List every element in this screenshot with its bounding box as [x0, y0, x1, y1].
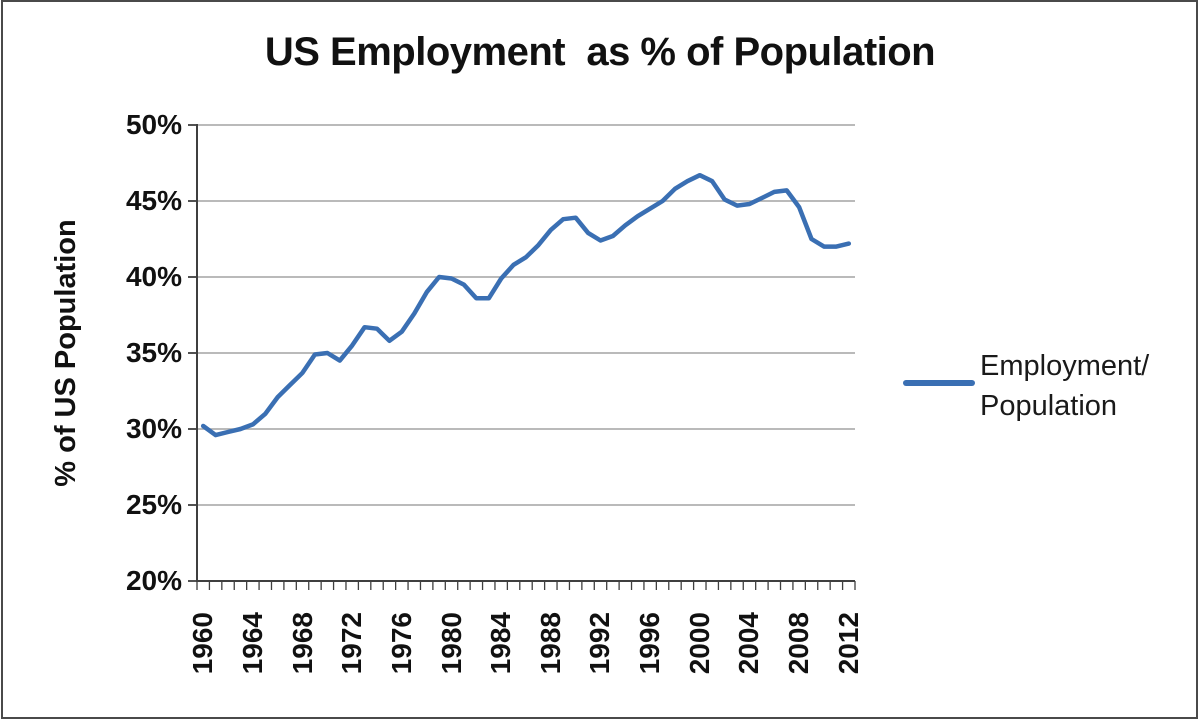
legend-label-line2: Population [980, 390, 1118, 422]
employment-population-line [200, 172, 852, 438]
x-tick-label: 1988 [534, 612, 566, 675]
y-tick-label: 35% [125, 337, 182, 368]
plot-svg [188, 124, 856, 590]
x-tick-label: 1992 [584, 612, 616, 675]
y-tick-label: 25% [125, 489, 182, 520]
x-tick-label: 1984 [485, 612, 517, 675]
plot-area [188, 124, 856, 590]
y-tick-label: 50% [125, 109, 182, 140]
x-tick-label: 2000 [683, 612, 715, 675]
legend-label: Employment/ Population [980, 346, 1149, 426]
x-tick-label: 1976 [385, 612, 417, 675]
y-tick-label: 40% [125, 261, 182, 292]
x-tick-label: 1972 [336, 612, 368, 675]
x-tick-label: 1964 [236, 612, 268, 675]
y-tick-label: 45% [125, 185, 182, 216]
x-tick-label: 2008 [783, 612, 815, 675]
x-tick-label: 2004 [733, 612, 765, 675]
x-tick-label: 1960 [187, 612, 219, 675]
x-tick-label: 1968 [286, 612, 318, 675]
x-tick-label: 1996 [634, 612, 666, 675]
chart-title: US Employment as % of Population [264, 30, 936, 74]
legend-line-swatch [903, 380, 975, 386]
x-tick-label: 2012 [832, 612, 864, 675]
y-tick-label: 30% [125, 413, 182, 444]
legend-label-line1: Employment/ [980, 350, 1150, 382]
y-tick-label: 20% [125, 565, 182, 596]
x-tick-label: 1980 [435, 612, 467, 675]
